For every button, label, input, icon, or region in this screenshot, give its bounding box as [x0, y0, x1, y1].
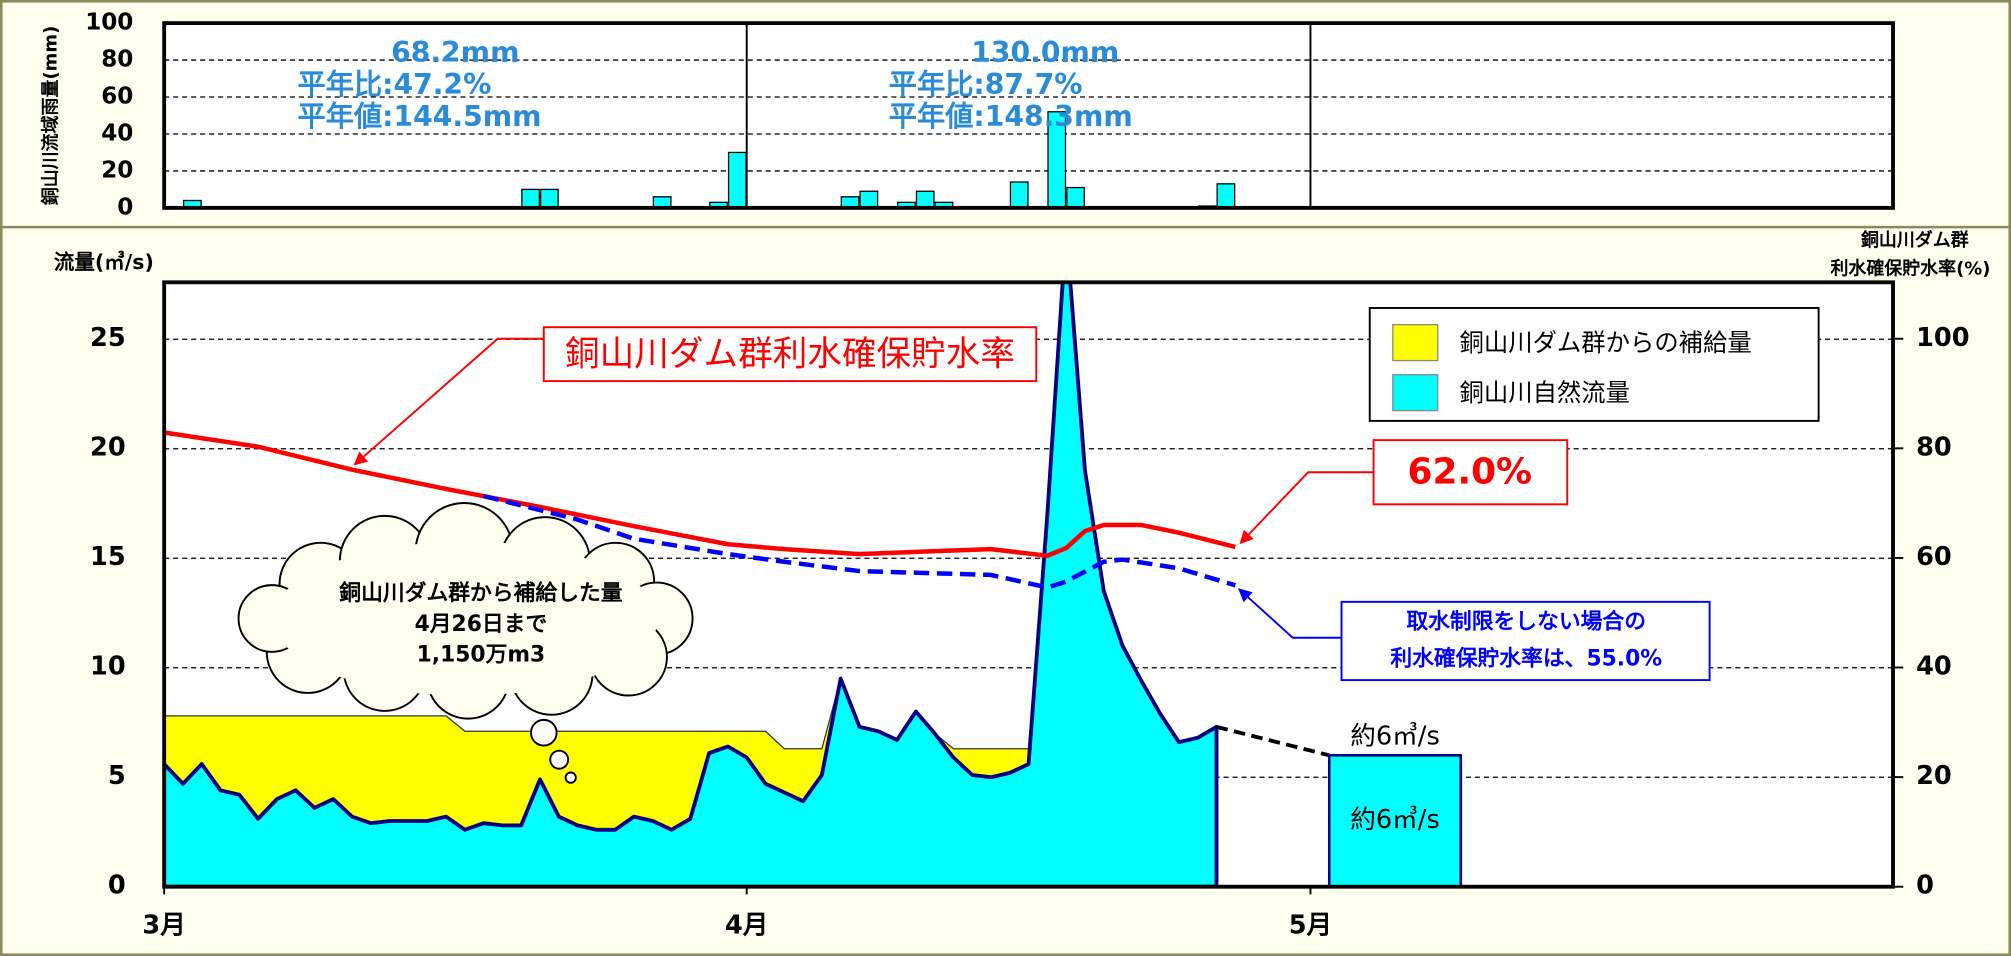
legend-box: [1368, 307, 1820, 422]
rain-annotation: 68.2mm: [391, 36, 519, 69]
y-tick-label: 15: [90, 542, 126, 572]
note-text: 利水確保貯水率は、55.0%: [1390, 646, 1662, 672]
bar: [539, 188, 559, 209]
cloud-body: [273, 541, 658, 696]
y2-tick-label: 60: [1916, 542, 1952, 572]
rain-annotation: 平年比:47.2%: [298, 68, 492, 101]
y2-axis-label: 銅山川ダム群: [1861, 229, 1969, 251]
bar: [1009, 181, 1029, 209]
series-label: 銅山川ダム群利水確保貯水率: [565, 334, 1015, 374]
bar: [727, 151, 747, 209]
projection-label: 約6㎥/s: [1350, 721, 1440, 751]
bar: [1066, 186, 1085, 209]
y-tick-label: 25: [90, 323, 126, 353]
value-label: 62.0%: [1408, 452, 1533, 493]
y-tick-label: 100: [85, 10, 133, 36]
dashed-line: [483, 493, 1236, 590]
x-tick-label: 3月: [142, 910, 185, 940]
cloud-text: 銅山川ダム群から補給した量: [339, 580, 622, 606]
projection-label: 約6㎥/s: [1350, 805, 1440, 835]
cloud: [237, 502, 694, 720]
callout-arrow: [1238, 588, 1342, 639]
y2-tick-label: 0: [1916, 871, 1934, 901]
note-box: [1340, 600, 1711, 682]
rain-annotation: 130.0mm: [971, 36, 1119, 69]
y-tick-label: 10: [90, 652, 126, 682]
flow-plot-border: [162, 280, 1895, 889]
legend-swatch: [1392, 374, 1439, 412]
cloud-bubble: [530, 718, 558, 747]
bar: [1216, 183, 1236, 209]
cloud-bubble: [549, 749, 570, 770]
legend-label: 銅山川ダム群からの補給量: [1460, 328, 1752, 357]
y-tick-label: 0: [117, 194, 133, 220]
rain-plot-border: [162, 21, 1895, 210]
rain-annotation: 平年比:87.7%: [889, 68, 1083, 101]
y2-tick-label: 80: [1916, 432, 1952, 462]
cloud-text: 1,150万m3: [417, 643, 546, 668]
bar: [521, 188, 540, 209]
rain-annotation: 平年値:144.5mm: [298, 100, 542, 133]
y2-tick-label: 100: [1916, 323, 1970, 353]
value-label-box: [1372, 439, 1569, 506]
cloud-text: 4月26日まで: [415, 612, 548, 637]
x-tick-label: 5月: [1289, 910, 1332, 940]
projection-connector: [1216, 724, 1330, 758]
y-tick-label: 80: [101, 47, 133, 73]
note-text: 取水制限をしない場合の: [1406, 608, 1646, 634]
x-tick-label: 4月: [725, 910, 768, 940]
y2-tick-label: 40: [1916, 652, 1952, 682]
series-label-box: [542, 326, 1038, 383]
y-tick-label: 20: [101, 157, 133, 183]
y-tick-label: 60: [101, 84, 133, 110]
rain-annotation: 平年値:148.3mm: [889, 100, 1133, 133]
rain-plot-bg: [164, 23, 1894, 208]
bar: [915, 190, 935, 209]
y-tick-label: 0: [108, 871, 126, 901]
callout-arrow: [353, 337, 544, 466]
y-axis-label: 銅山川流域雨量(mm): [39, 26, 61, 206]
bar: [859, 190, 879, 209]
natural-flow-area: [164, 282, 1219, 887]
legend-label: 銅山川自然流量: [1460, 378, 1630, 407]
legend-swatch: [1392, 324, 1439, 362]
y-axis-label: 流量(㎥/s): [54, 250, 154, 274]
y-tick-label: 40: [101, 120, 133, 146]
y-tick-label: 20: [90, 433, 126, 463]
callout-arrow: [1239, 471, 1374, 545]
y-tick-label: 5: [108, 761, 126, 791]
rate-line: [164, 430, 1236, 558]
y2-tick-label: 20: [1916, 761, 1952, 791]
projection-bar: [1327, 754, 1463, 887]
y2-axis-label: 利水確保貯水率(%): [1830, 257, 1990, 279]
plot-area: [164, 282, 1463, 887]
cloud-bubble: [564, 771, 577, 784]
